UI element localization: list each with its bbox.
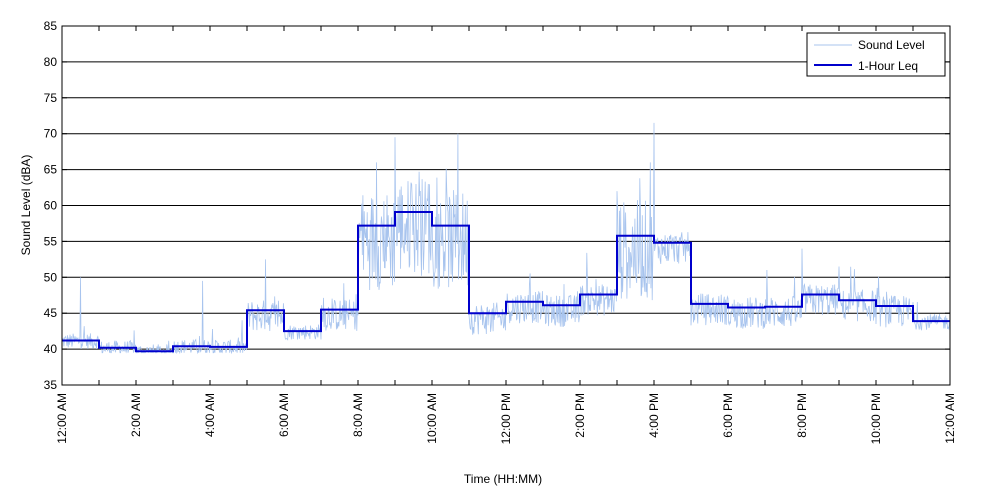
x-tick-label: 8:00 PM [795, 393, 809, 438]
x-tick-label: 8:00 AM [351, 393, 365, 437]
y-tick-label: 35 [44, 378, 58, 392]
y-tick-label: 85 [44, 19, 58, 33]
x-tick-label: 12:00 AM [55, 393, 69, 444]
legend-label-sound-level: Sound Level [858, 38, 925, 52]
x-tick-label: 2:00 AM [129, 393, 143, 437]
y-axis-label: Sound Level (dBA) [19, 155, 33, 256]
legend-label-leq: 1-Hour Leq [858, 59, 918, 73]
y-tick-label: 50 [44, 270, 58, 284]
y-axis-ticks: 35 40 45 50 55 60 65 70 75 80 85 [44, 19, 950, 392]
x-tick-label: 4:00 AM [203, 393, 217, 437]
y-tick-label: 45 [44, 306, 58, 320]
y-tick-label: 40 [44, 342, 58, 356]
y-tick-label: 80 [44, 55, 58, 69]
leq-series [62, 211, 950, 353]
x-tick-label: 10:00 PM [869, 393, 883, 444]
x-tick-label: 12:00 AM [943, 393, 957, 444]
x-tick-label: 12:00 PM [499, 393, 513, 444]
legend: Sound Level 1-Hour Leq [806, 32, 946, 77]
x-tick-label: 4:00 PM [647, 393, 661, 438]
legend-box [806, 32, 946, 77]
y-tick-label: 65 [44, 163, 58, 177]
y-tick-label: 75 [44, 91, 58, 105]
x-tick-label: 10:00 AM [425, 393, 439, 444]
x-tick-label: 6:00 AM [277, 393, 291, 437]
y-tick-label: 70 [44, 127, 58, 141]
x-tick-label: 6:00 PM [721, 393, 735, 438]
y-tick-label: 60 [44, 199, 58, 213]
y-tick-label: 55 [44, 234, 58, 248]
y-grid [62, 61, 950, 350]
x-axis-label: Time (HH:MM) [464, 472, 542, 486]
leq-step-line [62, 211, 950, 353]
x-tick-label: 2:00 PM [573, 393, 587, 438]
x-axis-ticks: 12:00 AM 2:00 AM 4:00 AM 6:00 AM 8:00 AM 10:0… [55, 26, 957, 444]
